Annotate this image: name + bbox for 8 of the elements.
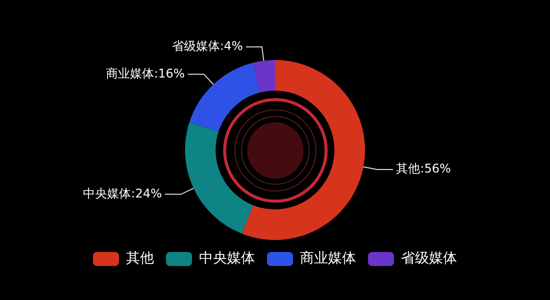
data-label: 省级媒体:4% (172, 38, 243, 53)
legend-label: 其他 (126, 250, 154, 267)
data-label: 中央媒体:24% (83, 186, 162, 200)
data-label: 商业媒体:16% (106, 66, 185, 80)
legend-label: 商业媒体 (300, 250, 356, 267)
legend-label: 中央媒体 (199, 250, 255, 267)
data-label: 其他:56% (396, 162, 451, 176)
legend-label: 省级媒体 (401, 250, 457, 267)
